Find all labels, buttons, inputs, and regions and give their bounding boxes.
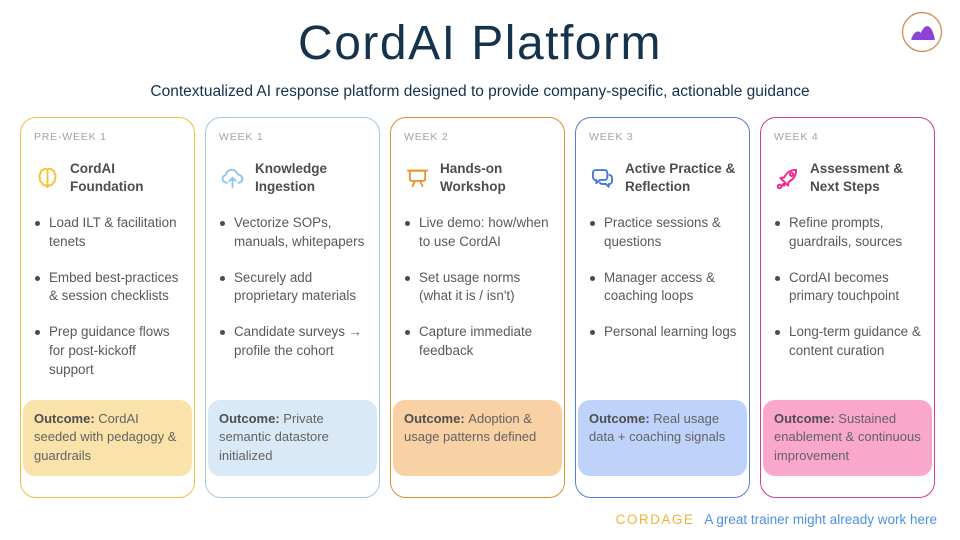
card-title: Active Practice & Reflection <box>625 161 736 194</box>
week-label: WEEK 2 <box>404 131 449 143</box>
page-title: CordAI Platform <box>298 17 662 70</box>
outcome-label: Outcome: <box>589 411 654 426</box>
outcome-box: Outcome: Private semantic datastore init… <box>208 400 377 476</box>
card-header: Assessment & Next Steps <box>774 156 922 200</box>
outcome-text: Adoption & usage patterns defined <box>404 411 537 445</box>
bullet-item: Long-term guidance & content curation <box>774 323 922 361</box>
footer: CORDAGE A great trainer might already wo… <box>616 512 937 527</box>
presentation-board-icon <box>404 165 431 192</box>
bullet-list: Vectorize SOPs, manuals, whitepapers Secu… <box>219 214 367 361</box>
outcome-label: Outcome: <box>404 411 469 426</box>
outcome-label: Outcome: <box>219 411 284 426</box>
bullet-item: Set usage norms (what it is / isn't) <box>404 269 552 307</box>
outcome-box: Outcome: Sustained enablement & continuo… <box>763 400 932 476</box>
week-card: PRE-WEEK 1 CordAI Foundation Load ILT & … <box>20 117 195 498</box>
footer-tagline: A great trainer might already work here <box>704 512 937 527</box>
brand-wordmark: CORDAGE <box>615 512 695 527</box>
card-title: Assessment & Next Steps <box>810 161 904 194</box>
week-label: WEEK 4 <box>774 131 819 143</box>
bullet-list: Load ILT & facilitation tenets Embed best… <box>34 214 182 379</box>
cloud-upload-icon <box>219 165 246 192</box>
outcome-box: Outcome: Real usage data + coaching sign… <box>578 400 747 476</box>
bullet-item: Live demo: how/when to use CordAI <box>404 214 552 252</box>
card-title: CordAI Foundation <box>70 161 144 194</box>
week-card: WEEK 2 Hands-on Workshop Live demo: how/… <box>390 117 565 498</box>
week-card: WEEK 4 Assessment & Next Steps Refine pr… <box>760 117 935 498</box>
bullet-item: Prep guidance flows for post-kickoff sup… <box>34 323 182 379</box>
bullet-item: Practice sessions & questions <box>589 214 737 252</box>
card-header: Knowledge Ingestion <box>219 156 367 200</box>
card-header: Active Practice & Reflection <box>589 156 737 200</box>
outcome-box: Outcome: CordAI seeded with pedagogy & g… <box>23 400 192 476</box>
bullet-item: Personal learning logs <box>589 323 737 342</box>
outcome-text: Private semantic datastore initialized <box>219 411 329 463</box>
week-label: WEEK 3 <box>589 131 634 143</box>
outcome-box: Outcome: Adoption & usage patterns defin… <box>393 400 562 476</box>
bullet-item: Refine prompts, guardrails, sources <box>774 214 922 252</box>
outcome-text: Real usage data + coaching signals <box>589 411 726 445</box>
page-subtitle: Contextualized AI response platform desi… <box>150 83 810 100</box>
bullet-list: Refine prompts, guardrails, sources CordA… <box>774 214 922 361</box>
mountain-logo-icon <box>901 11 943 53</box>
bullet-item: Capture immediate feedback <box>404 323 552 361</box>
card-header: CordAI Foundation <box>34 156 182 200</box>
chat-bubbles-icon <box>589 165 616 192</box>
bullet-item: Securely add proprietary materials <box>219 269 367 307</box>
outcome-text: Sustained enablement & continuous improv… <box>774 411 921 463</box>
week-card: WEEK 3 Active Practice & Reflection Prac… <box>575 117 750 498</box>
bullet-item: Vectorize SOPs, manuals, whitepapers <box>219 214 367 252</box>
week-columns: PRE-WEEK 1 CordAI Foundation Load ILT & … <box>20 117 935 498</box>
week-card: WEEK 1 Knowledge Ingestion Vectorize SOP… <box>205 117 380 498</box>
bullet-item: CordAI becomes primary touchpoint <box>774 269 922 307</box>
week-label: PRE-WEEK 1 <box>34 131 107 143</box>
outcome-label: Outcome: <box>34 411 99 426</box>
bullet-item: Manager access & coaching loops <box>589 269 737 307</box>
card-title: Knowledge Ingestion <box>255 161 328 194</box>
outcome-text: CordAI seeded with pedagogy & guardrails <box>34 411 177 463</box>
bullet-item: Candidate surveys → profile the cohort <box>219 323 367 361</box>
bullet-item: Load ILT & facilitation tenets <box>34 214 182 252</box>
card-title: Hands-on Workshop <box>440 161 506 194</box>
rocket-icon <box>774 165 801 192</box>
outcome-label: Outcome: <box>774 411 839 426</box>
card-header: Hands-on Workshop <box>404 156 552 200</box>
bullet-list: Practice sessions & questions Manager acc… <box>589 214 737 342</box>
brain-icon <box>34 165 61 192</box>
bullet-item: Embed best-practices & session checklist… <box>34 269 182 307</box>
bullet-list: Live demo: how/when to use CordAI Set usa… <box>404 214 552 361</box>
week-label: WEEK 1 <box>219 131 264 143</box>
